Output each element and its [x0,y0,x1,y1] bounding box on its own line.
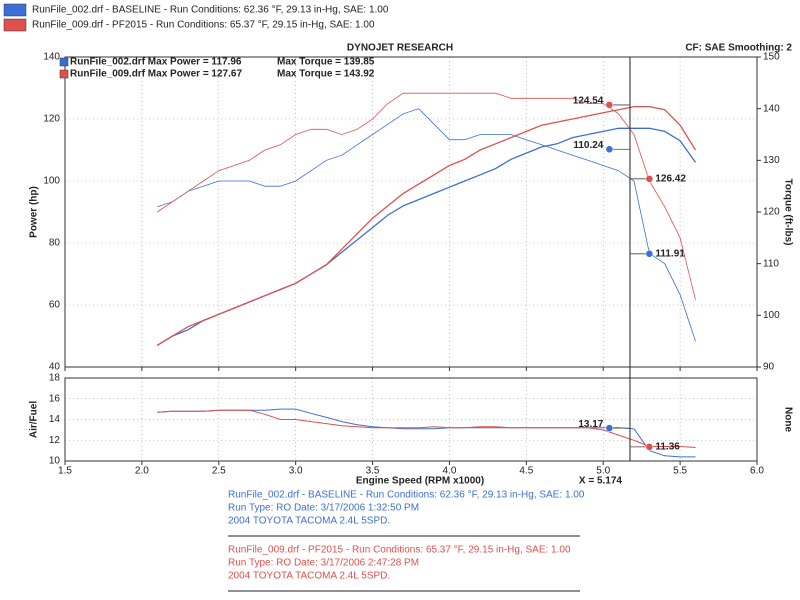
y2-tick-label: 150 [763,52,780,63]
data-line [157,108,696,342]
x-tick-label: 6.0 [750,466,764,477]
header-line: RunFile_009.drf - PF2015 - Run Condition… [32,20,375,31]
y-tick-label: 120 [43,114,60,125]
y2-axis-label: None [782,407,793,432]
y-tick-label: 40 [49,362,61,373]
header-swatch [3,3,27,17]
cursor-point [605,424,614,432]
x-tick-label: 3.0 [289,466,303,477]
x-tick-label: 2.0 [135,466,149,477]
cursor-point [645,250,654,258]
point-label: 11.36 [655,442,680,453]
y2-tick-label: 120 [763,207,780,218]
y-tick-label: 10 [49,456,61,467]
x-tick-label: 4.5 [519,466,533,477]
footer-line: 2004 TOYOTA TACOMA 2.4L 5SPD. [228,516,390,527]
y-axis-label: Power (hp) [29,186,40,238]
footer-line: RunFile_002.drf - BASELINE - Run Conditi… [228,490,585,501]
x-tick-label: 2.5 [212,466,226,477]
point-label: 13.17 [578,419,603,430]
x-tick-label: 5.5 [673,466,687,477]
y-tick-label: 14 [49,414,61,425]
point-label: 110.24 [573,140,603,151]
point-label: 124.54 [573,96,604,107]
chart-subtitle: CF: SAE Smoothing: 2 [685,43,792,54]
header-swatch [3,18,27,32]
footer-line: 2004 TOYOTA TACOMA 2.4L 5SPD. [228,571,390,582]
x-tick-label: 4.0 [442,466,456,477]
cursor-label: X = 5.174 [579,476,623,487]
data-line [157,408,696,458]
y-tick-label: 60 [49,300,61,311]
x-tick-label: 1.5 [58,466,72,477]
legend-swatch [59,57,69,67]
chart-title: DYNOJET RESEARCH [347,43,453,54]
x-tick-label: 5.0 [596,466,610,477]
cursor-point [645,175,654,183]
header-line: RunFile_002.drf - BASELINE - Run Conditi… [32,5,389,16]
y2-tick-label: 110 [763,258,779,269]
legend-torque: Max Torque = 139.85 [277,57,375,68]
y-tick-label: 16 [49,393,61,404]
legend-power: RunFile_002.drf Max Power = 117.96 [70,57,242,68]
x-axis-label: Engine Speed (RPM x1000) [356,476,484,487]
plot-frame [64,377,758,462]
footer-line: Run Type: RO Date: 3/17/2006 1:32:50 PM [228,503,419,514]
y-tick-label: 18 [49,373,61,384]
footer-line: RunFile_009.drf - PF2015 - Run Condition… [228,545,571,556]
data-line [156,127,697,346]
footer-line: Run Type: RO Date: 3/17/2006 2:47:28 PM [228,558,419,569]
x-tick-label: 3.5 [366,466,380,477]
cursor-point [645,443,654,451]
data-line [157,409,696,448]
legend-swatch [59,69,69,79]
y-axis-label: Air/Fuel [29,401,40,438]
legend-torque: Max Torque = 143.92 [277,69,375,80]
y2-tick-label: 100 [763,310,780,321]
y2-tick-label: 90 [763,362,775,373]
plot-frame [64,56,758,368]
data-line [156,105,697,346]
y-tick-label: 100 [43,176,60,187]
cursor-point [605,101,614,109]
point-label: 126.42 [655,173,686,184]
y-tick-label: 80 [49,238,61,249]
legend-power: RunFile_009.drf Max Power = 127.67 [70,69,242,80]
point-label: 111.91 [655,248,685,259]
y2-tick-label: 130 [763,155,780,166]
y-tick-label: 140 [43,52,60,63]
y2-axis-label: Torque (ft-lbs) [782,178,793,245]
y2-tick-label: 140 [763,103,780,114]
y-tick-label: 12 [49,435,61,446]
cursor-point [605,145,614,154]
